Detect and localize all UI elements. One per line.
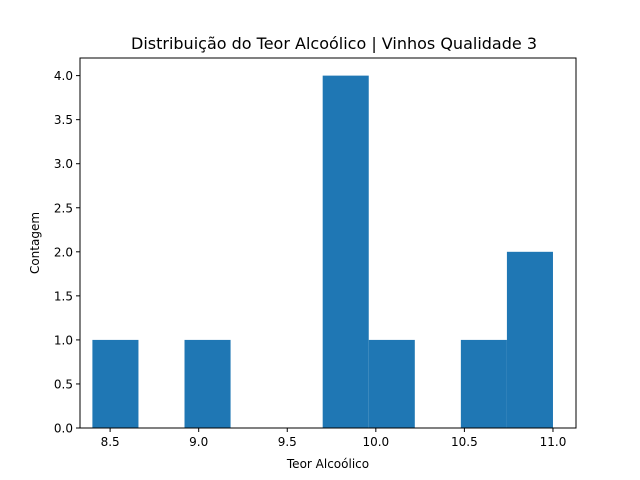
y-tick-label: 2.5 xyxy=(54,201,73,215)
histogram-bar xyxy=(461,340,507,428)
bars-group xyxy=(92,76,553,428)
histogram-bar xyxy=(92,340,138,428)
y-tick-label: 2.0 xyxy=(54,245,73,259)
x-tick-label: 8.5 xyxy=(101,435,120,449)
x-tick-label: 11.0 xyxy=(540,435,567,449)
y-tick-label: 1.5 xyxy=(54,289,73,303)
x-tick-label: 10.5 xyxy=(451,435,478,449)
x-axis-label: Teor Alcoólico xyxy=(286,457,369,471)
y-tick-label: 3.0 xyxy=(54,157,73,171)
histogram-bar xyxy=(323,76,369,428)
x-tick-label: 10.0 xyxy=(362,435,389,449)
histogram-bar xyxy=(185,340,231,428)
histogram-bar xyxy=(507,252,553,428)
x-tick-label: 9.0 xyxy=(189,435,208,449)
y-tick-label: 0.0 xyxy=(54,422,73,436)
y-axis-label: Contagem xyxy=(28,212,42,274)
histogram-bar xyxy=(369,340,415,428)
y-axis: 0.0 0.5 1.0 1.5 2.0 2.5 3.0 3.5 4.0 xyxy=(54,69,80,435)
chart-title: Distribuição do Teor Alcoólico | Vinhos … xyxy=(131,34,537,53)
y-tick-label: 3.5 xyxy=(54,113,73,127)
x-axis: 8.5 9.0 9.5 10.0 10.5 11.0 xyxy=(101,428,567,449)
y-tick-label: 4.0 xyxy=(54,69,73,83)
y-tick-label: 0.5 xyxy=(54,377,73,391)
x-tick-label: 9.5 xyxy=(278,435,297,449)
y-tick-label: 1.0 xyxy=(54,333,73,347)
